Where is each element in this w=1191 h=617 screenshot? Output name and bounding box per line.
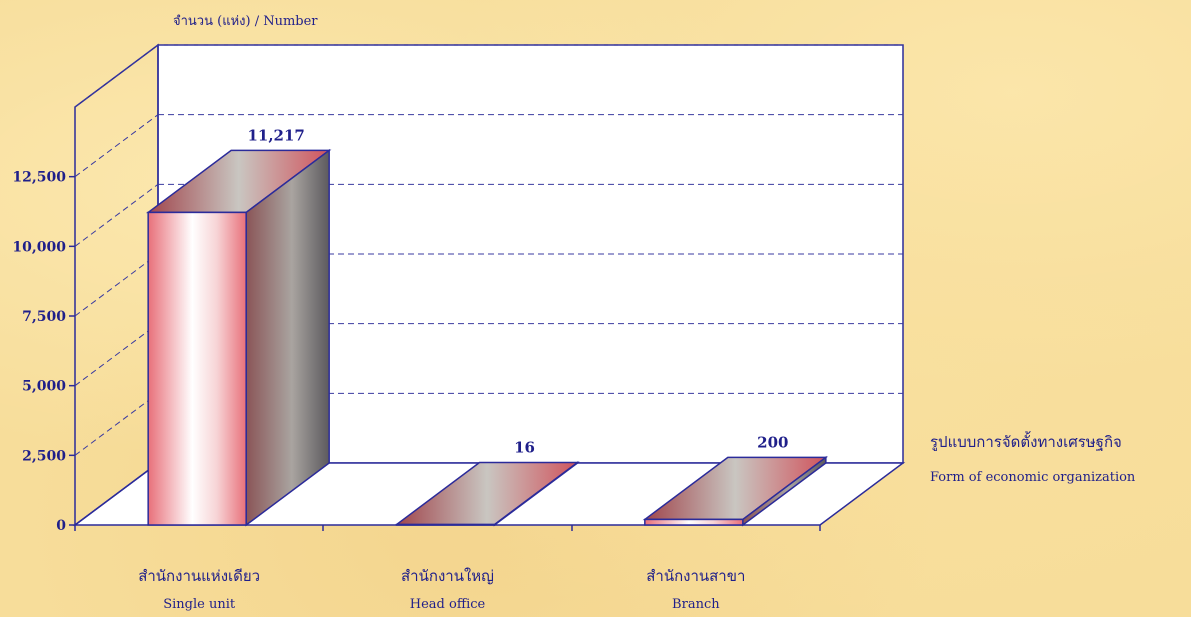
gridline-side	[74, 44, 159, 108]
bar-front	[395, 523, 496, 526]
bar	[145, 148, 332, 527]
y-tick-label: 7,500	[22, 309, 66, 325]
x-axis-title-en: Form of economic organization	[930, 470, 1136, 485]
category-labels: สำนักงานแห่งเดียว Single unit สำนักงานใหญ่…	[138, 567, 745, 612]
y-tick-label: 5,000	[22, 379, 66, 395]
data-label: 11,217	[247, 126, 304, 144]
category-label: สำนักงานสาขา	[646, 567, 745, 585]
gridlines	[74, 44, 903, 456]
category-label: สำนักงานแห่งเดียว	[138, 567, 260, 585]
gridline-side	[74, 183, 159, 247]
bar-front	[147, 211, 247, 526]
data-label: 200	[757, 433, 788, 451]
y-axis-title: จำนวน (แห่ง) / Number	[173, 14, 318, 29]
data-label: 16	[514, 439, 535, 457]
gridline-side	[74, 114, 159, 178]
category-label: สำนักงานใหญ่	[401, 567, 494, 585]
y-tick-label: 10,000	[12, 239, 66, 255]
bar-side	[245, 148, 330, 527]
y-axis-ticks: 0 2,500 5,000 7,500 10,000 12,500	[12, 170, 821, 534]
bars	[145, 148, 829, 527]
category-label-en: Branch	[672, 597, 720, 612]
y-tick-label: 12,500	[12, 170, 66, 186]
bar	[642, 455, 829, 527]
data-labels: 11,217 16 200	[247, 126, 788, 456]
y-tick-label: 2,500	[22, 448, 66, 464]
category-label-en: Head office	[410, 597, 486, 612]
y-tick-label: 0	[56, 518, 66, 534]
gridline-side	[74, 392, 159, 456]
gridline-side	[74, 323, 159, 387]
bar	[394, 461, 580, 527]
category-label-en: Single unit	[163, 597, 236, 612]
bar-front	[644, 518, 744, 526]
gridline-side	[74, 253, 159, 317]
x-axis-title: รูปแบบการจัดตั้งทางเศรษฐกิจ	[930, 431, 1122, 451]
